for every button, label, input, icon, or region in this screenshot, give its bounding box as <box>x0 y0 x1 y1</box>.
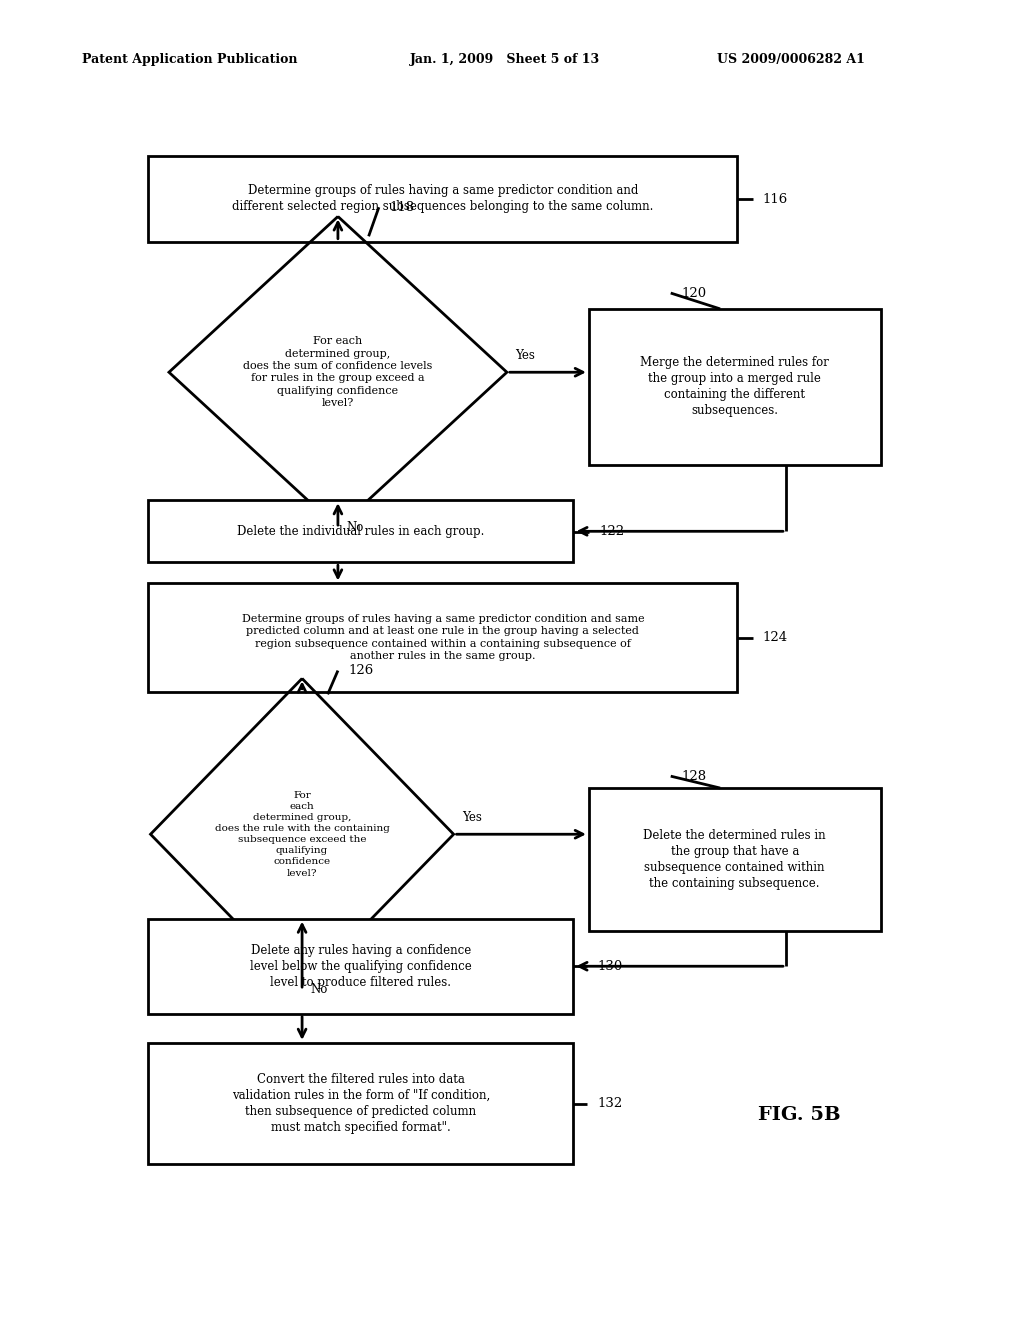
Text: For
each
determined group,
does the rule with the containing
subsequence exceed : For each determined group, does the rule… <box>215 791 389 878</box>
Text: Yes: Yes <box>515 348 535 362</box>
Text: Convert the filtered rules into data
validation rules in the form of "If conditi: Convert the filtered rules into data val… <box>231 1073 490 1134</box>
Bar <box>589 788 881 931</box>
Text: FIG. 5B: FIG. 5B <box>758 1106 841 1125</box>
Text: No: No <box>310 983 328 997</box>
Bar <box>148 583 737 692</box>
Text: 122: 122 <box>599 525 625 539</box>
Text: 116: 116 <box>763 193 788 206</box>
Bar <box>148 1043 573 1164</box>
Text: 120: 120 <box>681 286 707 300</box>
Text: Patent Application Publication: Patent Application Publication <box>82 53 297 66</box>
Text: Yes: Yes <box>462 810 481 824</box>
Text: Delete any rules having a confidence
level below the qualifying confidence
level: Delete any rules having a confidence lev… <box>250 944 472 989</box>
Text: 128: 128 <box>681 770 707 783</box>
Bar <box>589 309 881 465</box>
Text: US 2009/0006282 A1: US 2009/0006282 A1 <box>717 53 864 66</box>
Text: 124: 124 <box>763 631 788 644</box>
Text: 118: 118 <box>389 201 415 214</box>
Text: Determine groups of rules having a same predictor condition and same
predicted c: Determine groups of rules having a same … <box>242 614 644 661</box>
Text: 126: 126 <box>348 664 374 677</box>
Bar <box>148 500 573 562</box>
Text: Jan. 1, 2009   Sheet 5 of 13: Jan. 1, 2009 Sheet 5 of 13 <box>410 53 600 66</box>
Text: Merge the determined rules for
the group into a merged rule
containing the diffe: Merge the determined rules for the group… <box>640 356 829 417</box>
Bar <box>148 156 737 242</box>
Text: Determine groups of rules having a same predictor condition and
different select: Determine groups of rules having a same … <box>232 185 653 213</box>
Text: 132: 132 <box>597 1097 623 1110</box>
Text: No: No <box>346 521 364 535</box>
Text: Delete the individual rules in each group.: Delete the individual rules in each grou… <box>238 525 484 537</box>
Text: Delete the determined rules in
the group that have a
subsequence contained withi: Delete the determined rules in the group… <box>643 829 826 890</box>
Text: For each
determined group,
does the sum of confidence levels
for rules in the gr: For each determined group, does the sum … <box>244 337 432 408</box>
Bar <box>148 919 573 1014</box>
Text: 130: 130 <box>597 960 623 973</box>
